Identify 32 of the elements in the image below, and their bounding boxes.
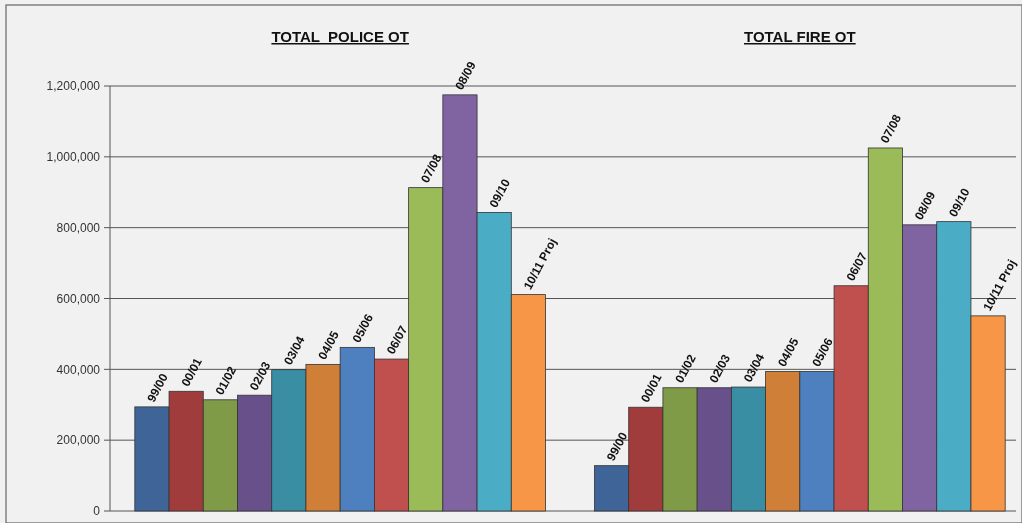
y-tick-label: 400,000 (56, 362, 101, 377)
y-tick-label: 200,000 (56, 433, 101, 448)
y-tick-label: 1,200,000 (46, 79, 101, 94)
text: 08/09 (911, 189, 939, 223)
text: 06/07 (383, 323, 411, 357)
text: 09/10 (946, 185, 973, 220)
text: 07/08 (418, 151, 445, 186)
text: 00/01 (178, 355, 206, 389)
text: 03/04 (281, 333, 308, 368)
text: 10/11 Proj (520, 235, 560, 293)
text: 99/00 (144, 371, 171, 405)
text: 02/03 (246, 359, 274, 393)
text: 06/07 (843, 250, 870, 284)
x-tick-label: TOTAL POLICE OT (271, 28, 409, 45)
text: 05/06 (809, 335, 836, 369)
text: 01/02 (212, 364, 240, 398)
text: 04/05 (775, 335, 802, 369)
text: 01/02 (672, 351, 699, 386)
text: 03/04 (740, 351, 768, 385)
text: 09/10 (486, 176, 514, 210)
text: 99/00 (603, 429, 631, 464)
text: 05/06 (349, 311, 377, 345)
y-tick-label: 0 (93, 504, 101, 519)
x-tick-label: TOTAL FIRE OT (743, 28, 856, 45)
y-tick-label: 600,000 (56, 291, 101, 306)
text: 07/08 (877, 112, 905, 146)
y-tick-label: 1,000,000 (46, 150, 101, 165)
text: 08/09 (452, 58, 479, 93)
text: 02/03 (706, 352, 734, 386)
y-tick-label: 800,000 (56, 220, 101, 235)
text: 10/11 Proj (980, 257, 1020, 314)
text: 04/05 (315, 328, 342, 362)
